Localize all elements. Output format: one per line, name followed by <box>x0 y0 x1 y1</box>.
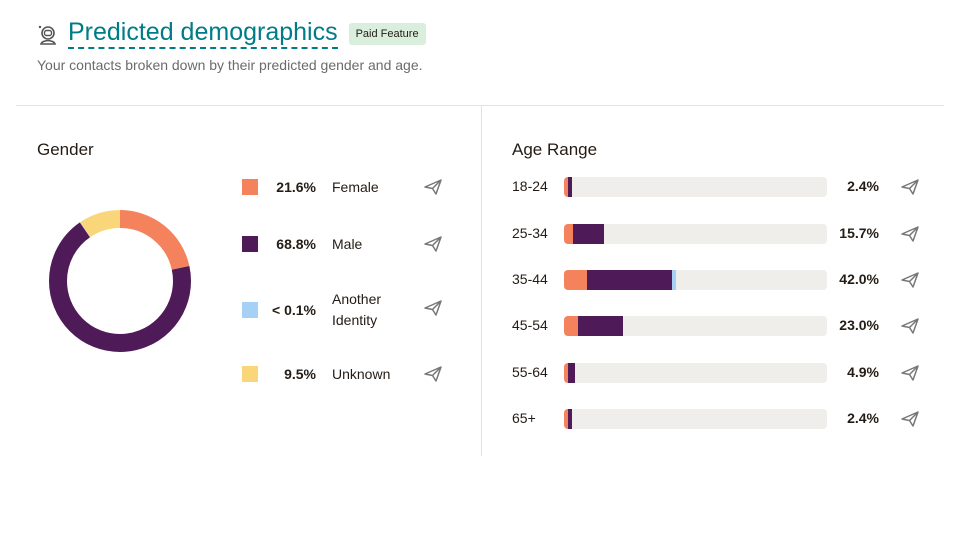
age-label: 65+ <box>512 410 536 426</box>
another-identity-swatch <box>242 302 258 318</box>
female-label: Female <box>332 178 379 195</box>
female-segment <box>564 270 587 290</box>
female-segment <box>564 316 579 336</box>
age-label: 45-54 <box>512 317 548 333</box>
male-percent: 68.8% <box>276 236 316 252</box>
donut-slice-male <box>49 210 191 352</box>
male-segment <box>568 409 572 429</box>
female-segment <box>564 224 574 244</box>
male-segment <box>578 316 624 336</box>
age-range-title: Age Range <box>512 140 598 159</box>
gender-title: Gender <box>37 140 94 159</box>
age-bar-track <box>564 224 827 244</box>
female-swatch <box>242 179 258 195</box>
male-segment <box>568 363 576 383</box>
gender-row-female: 21.6% Female <box>242 172 447 202</box>
age-row-25-34: 25-34 15.7% <box>512 224 922 244</box>
gender-row-another-identity: < 0.1% Another Identity <box>242 289 447 331</box>
age-row-55-64: 55-64 4.9% <box>512 363 922 383</box>
age-label: 18-24 <box>512 178 548 194</box>
header: Predicted demographics Paid Feature Your… <box>37 18 426 73</box>
another-identity-segment <box>672 270 677 290</box>
male-swatch <box>242 236 258 252</box>
send-female-icon[interactable] <box>423 177 443 197</box>
unknown-swatch <box>242 366 258 382</box>
age-percent: 4.9% <box>847 364 879 380</box>
age-bar-track <box>564 270 827 290</box>
send-male-icon[interactable] <box>423 234 443 254</box>
send-icon[interactable] <box>900 177 920 197</box>
age-bar-track <box>564 409 827 429</box>
another-identity-percent: < 0.1% <box>272 302 316 318</box>
male-label: Male <box>332 235 363 252</box>
send-icon[interactable] <box>900 224 920 244</box>
age-bar-track <box>564 316 827 336</box>
age-percent: 2.4% <box>847 410 879 426</box>
female-segment <box>564 363 568 383</box>
unknown-label: Unknown <box>332 365 391 382</box>
male-segment <box>586 270 673 290</box>
gender-row-male: 68.8% Male <box>242 229 447 259</box>
age-row-18-24: 18-24 2.4% <box>512 177 922 197</box>
send-icon[interactable] <box>900 363 920 383</box>
age-row-45-54: 45-54 23.0% <box>512 316 922 336</box>
male-segment <box>573 224 604 244</box>
send-unknown-icon[interactable] <box>423 364 443 384</box>
send-another-identity-icon[interactable] <box>423 298 443 318</box>
unknown-percent: 9.5% <box>284 366 316 382</box>
another-identity-label: Another Identity <box>332 291 382 328</box>
male-segment <box>568 177 572 197</box>
female-percent: 21.6% <box>276 179 316 195</box>
gender-donut-chart <box>49 210 191 352</box>
panel-divider <box>481 106 482 456</box>
age-percent: 42.0% <box>839 271 879 287</box>
age-label: 55-64 <box>512 364 548 380</box>
age-label: 35-44 <box>512 271 548 287</box>
female-segment <box>564 409 568 429</box>
age-row-35-44: 35-44 42.0% <box>512 270 922 290</box>
paid-feature-badge: Paid Feature <box>348 22 426 45</box>
age-bar-track <box>564 177 827 197</box>
female-segment <box>564 177 568 197</box>
astronaut-icon <box>38 25 56 45</box>
header-divider <box>16 105 944 106</box>
age-percent: 23.0% <box>839 317 879 333</box>
age-label: 25-34 <box>512 225 548 241</box>
gender-row-unknown: 9.5% Unknown <box>242 359 447 389</box>
send-icon[interactable] <box>900 409 920 429</box>
title-row: Predicted demographics Paid Feature <box>37 18 426 49</box>
age-percent: 15.7% <box>839 225 879 241</box>
age-bar-track <box>564 363 827 383</box>
send-icon[interactable] <box>900 316 920 336</box>
donut-slice-unknown <box>49 210 191 352</box>
page-subtitle: Your contacts broken down by their predi… <box>37 57 423 73</box>
age-percent: 2.4% <box>847 178 879 194</box>
send-icon[interactable] <box>900 270 920 290</box>
page-title[interactable]: Predicted demographics <box>68 18 338 49</box>
age-row-65-plus: 65+ 2.4% <box>512 409 922 429</box>
